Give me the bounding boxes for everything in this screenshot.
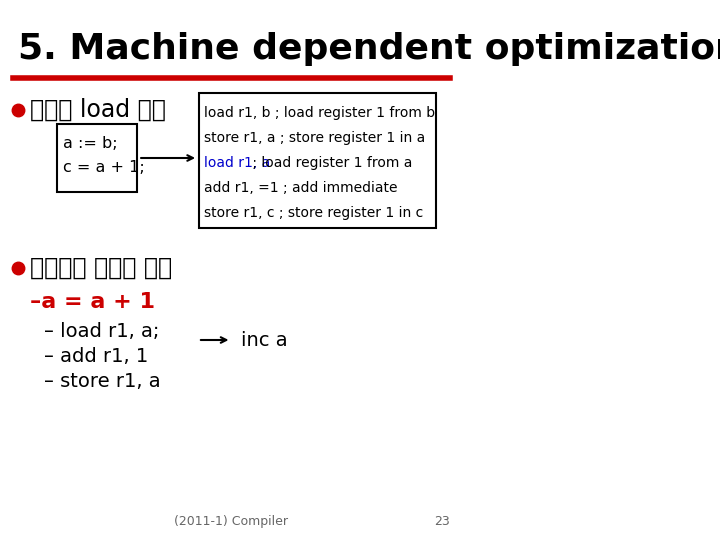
Text: load r1, a: load r1, a (204, 156, 271, 170)
Text: – store r1, a: – store r1, a (44, 372, 161, 391)
Text: store r1, a ; store register 1 in a: store r1, a ; store register 1 in a (204, 131, 426, 145)
Text: 23: 23 (434, 515, 450, 528)
Text: – load r1, a;: – load r1, a; (44, 322, 159, 341)
Text: c = a + 1;: c = a + 1; (63, 160, 145, 175)
Text: inc a: inc a (241, 330, 288, 349)
FancyBboxPatch shape (199, 93, 436, 228)
FancyBboxPatch shape (57, 124, 137, 192)
Text: –a = a + 1: –a = a + 1 (30, 292, 155, 312)
Text: a := b;: a := b; (63, 136, 117, 151)
Text: 5. Machine dependent optimization (1): 5. Machine dependent optimization (1) (18, 32, 720, 66)
Text: store r1, c ; store register 1 in c: store r1, c ; store register 1 in c (204, 206, 423, 220)
Text: 효율적인 명령어 선택: 효율적인 명령어 선택 (30, 256, 171, 280)
Text: – add r1, 1: – add r1, 1 (44, 347, 148, 366)
Text: load r1, b ; load register 1 from b: load r1, b ; load register 1 from b (204, 106, 436, 120)
Text: (2011-1) Compiler: (2011-1) Compiler (174, 515, 289, 528)
Text: add r1, =1 ; add immediate: add r1, =1 ; add immediate (204, 181, 398, 195)
Text: 중복된 load 제거: 중복된 load 제거 (30, 98, 166, 122)
Text: ; load register 1 from a: ; load register 1 from a (248, 156, 413, 170)
